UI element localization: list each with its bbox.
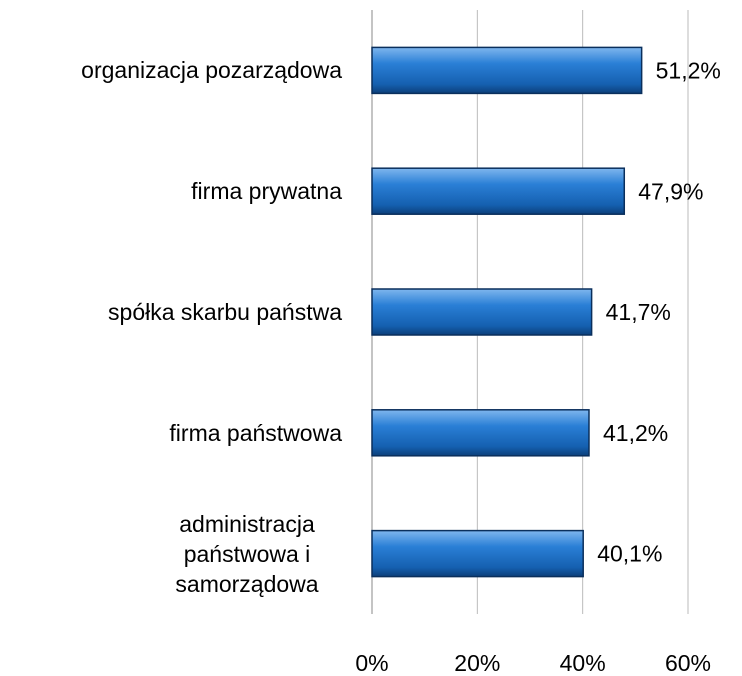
- x-tick-label: 20%: [454, 650, 500, 676]
- category-label: firma państwowa: [169, 419, 342, 446]
- bar: [371, 46, 643, 95]
- value-label: 51,2%: [656, 57, 721, 83]
- value-label: 47,9%: [638, 178, 703, 204]
- x-tick-label: 40%: [560, 650, 606, 676]
- bar: [371, 409, 590, 457]
- value-label: 41,7%: [606, 299, 671, 325]
- bar: [371, 288, 593, 336]
- value-label: 40,1%: [597, 541, 662, 567]
- bar: [371, 167, 626, 215]
- category-label: firma prywatna: [191, 178, 342, 205]
- x-tick-label: 60%: [665, 650, 711, 676]
- bar: [371, 529, 584, 578]
- x-tick-label: 0%: [355, 650, 388, 676]
- category-label: administracja państwowa i samorządowa: [175, 510, 319, 597]
- value-label: 41,2%: [603, 420, 668, 446]
- category-label: organizacja pozarządowa: [81, 57, 342, 84]
- category-label: spółka skarbu państwa: [108, 299, 342, 325]
